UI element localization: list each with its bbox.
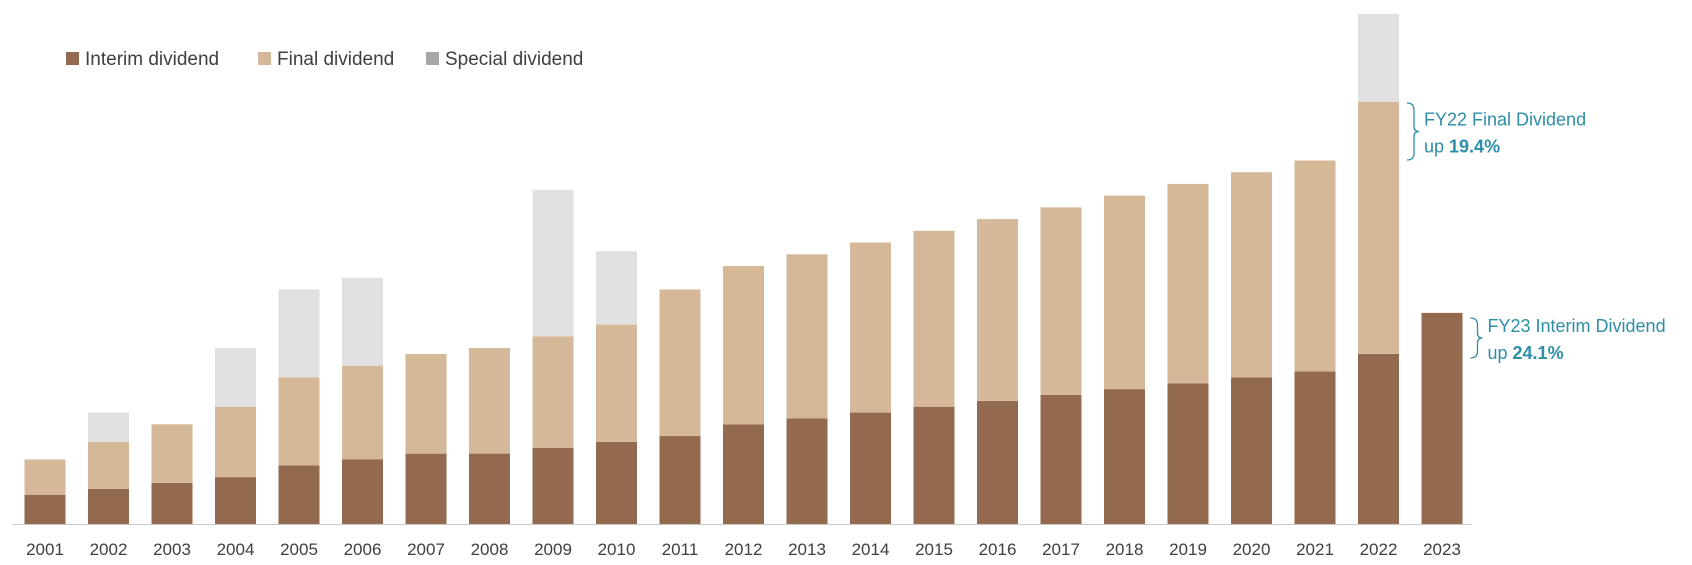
annotation-brace-2023 bbox=[1470, 317, 1483, 359]
bar-final-dividend-2014 bbox=[850, 242, 891, 413]
x-tick-label-2022: 2022 bbox=[1360, 540, 1398, 559]
bar-special-dividend-2022 bbox=[1358, 13, 1399, 102]
bar-final-dividend-2022 bbox=[1358, 101, 1399, 354]
bar-final-dividend-2018 bbox=[1104, 195, 1145, 390]
bar-interim-dividend-2016 bbox=[977, 400, 1018, 524]
x-tick-label-2003: 2003 bbox=[153, 540, 191, 559]
annotation-value-2023: 24.1% bbox=[1513, 343, 1564, 363]
bars bbox=[24, 13, 1463, 524]
bar-interim-dividend-2020 bbox=[1231, 377, 1272, 524]
legend-label-special-dividend: Special dividend bbox=[445, 49, 583, 70]
bar-final-dividend-2019 bbox=[1167, 183, 1209, 384]
bar-final-dividend-2008 bbox=[469, 348, 510, 454]
bar-special-dividend-2005 bbox=[278, 289, 320, 378]
legend-swatch-interim-dividend bbox=[66, 52, 79, 65]
x-tick-label-2006: 2006 bbox=[344, 540, 382, 559]
bar-special-dividend-2004 bbox=[215, 348, 256, 407]
legend: Interim dividend Final dividend Special di… bbox=[66, 49, 583, 70]
bar-interim-dividend-2011 bbox=[659, 436, 701, 524]
x-tick-label-2021: 2021 bbox=[1296, 540, 1334, 559]
bar-interim-dividend-2023 bbox=[1421, 312, 1463, 524]
x-tick-label-2008: 2008 bbox=[471, 540, 509, 559]
bar-interim-dividend-2022 bbox=[1358, 354, 1399, 524]
bar-special-dividend-2010 bbox=[596, 251, 637, 325]
bar-interim-dividend-2006 bbox=[342, 459, 383, 524]
x-tick-label-2005: 2005 bbox=[280, 540, 318, 559]
annotation-brace-2022 bbox=[1406, 102, 1420, 161]
x-tick-label-2014: 2014 bbox=[852, 540, 890, 559]
bar-interim-dividend-2001 bbox=[24, 494, 66, 524]
bar-interim-dividend-2002 bbox=[88, 488, 129, 524]
bar-final-dividend-2002 bbox=[88, 441, 129, 489]
bar-interim-dividend-2014 bbox=[850, 412, 891, 524]
bar-final-dividend-2007 bbox=[405, 354, 447, 454]
bar-interim-dividend-2013 bbox=[786, 418, 828, 524]
x-tick-label-2020: 2020 bbox=[1233, 540, 1271, 559]
bar-interim-dividend-2003 bbox=[151, 483, 193, 524]
x-tick-label-2018: 2018 bbox=[1106, 540, 1144, 559]
x-tick-label-2017: 2017 bbox=[1042, 540, 1080, 559]
bar-interim-dividend-2008 bbox=[469, 453, 510, 524]
bar-final-dividend-2012 bbox=[723, 266, 764, 425]
x-tick-label-2016: 2016 bbox=[979, 540, 1017, 559]
bar-final-dividend-2005 bbox=[278, 377, 320, 466]
legend-label-interim-dividend: Interim dividend bbox=[85, 49, 219, 70]
bar-final-dividend-2006 bbox=[342, 365, 383, 460]
x-tick-label-2009: 2009 bbox=[534, 540, 572, 559]
annotation-change-2023: up 24.1% bbox=[1488, 343, 1564, 363]
bar-special-dividend-2002 bbox=[88, 412, 129, 442]
bar-interim-dividend-2007 bbox=[405, 453, 447, 524]
bar-interim-dividend-2010 bbox=[596, 441, 637, 524]
bar-interim-dividend-2021 bbox=[1294, 371, 1336, 524]
bar-final-dividend-2020 bbox=[1231, 172, 1272, 378]
bar-interim-dividend-2018 bbox=[1104, 389, 1145, 524]
bar-final-dividend-2013 bbox=[786, 254, 828, 419]
bar-special-dividend-2006 bbox=[342, 277, 383, 366]
x-tick-label-2013: 2013 bbox=[788, 540, 826, 559]
x-tick-label-2002: 2002 bbox=[90, 540, 128, 559]
bar-interim-dividend-2009 bbox=[532, 447, 574, 524]
bar-final-dividend-2015 bbox=[913, 230, 955, 407]
bar-final-dividend-2021 bbox=[1294, 160, 1336, 372]
bar-final-dividend-2001 bbox=[24, 459, 66, 495]
x-tick-label-2023: 2023 bbox=[1423, 540, 1461, 559]
legend-swatch-final-dividend bbox=[258, 52, 271, 65]
x-tick-labels: 2001 2002 2003 2004 2005 2006 2007 2008 2009 2010… bbox=[26, 540, 1461, 559]
annotation-title-2023: FY23 Interim Dividend bbox=[1488, 316, 1666, 336]
x-tick-label-2001: 2001 bbox=[26, 540, 64, 559]
bar-interim-dividend-2019 bbox=[1167, 383, 1209, 524]
legend-swatch-special-dividend bbox=[426, 52, 439, 65]
bar-final-dividend-2009 bbox=[532, 336, 574, 448]
x-tick-label-2010: 2010 bbox=[598, 540, 636, 559]
x-tick-label-2004: 2004 bbox=[217, 540, 255, 559]
bar-interim-dividend-2015 bbox=[913, 406, 955, 524]
bar-final-dividend-2011 bbox=[659, 289, 701, 437]
bar-interim-dividend-2012 bbox=[723, 424, 764, 524]
x-tick-label-2011: 2011 bbox=[662, 540, 699, 559]
x-tick-label-2019: 2019 bbox=[1169, 540, 1207, 559]
bar-special-dividend-2009 bbox=[532, 189, 574, 337]
bar-final-dividend-2016 bbox=[977, 219, 1018, 401]
bar-final-dividend-2010 bbox=[596, 324, 637, 442]
annotation-change-2022: up 19.4% bbox=[1424, 137, 1500, 157]
legend-label-final-dividend: Final dividend bbox=[277, 49, 394, 70]
annotation-title-2022: FY22 Final Dividend bbox=[1424, 110, 1586, 130]
x-tick-label-2015: 2015 bbox=[915, 540, 953, 559]
bar-interim-dividend-2017 bbox=[1040, 395, 1082, 524]
bar-interim-dividend-2005 bbox=[278, 465, 320, 524]
x-tick-label-2007: 2007 bbox=[407, 540, 445, 559]
bar-final-dividend-2017 bbox=[1040, 207, 1082, 395]
bar-final-dividend-2003 bbox=[151, 424, 193, 483]
annotations: FY22 Final Dividend up 19.4% FY23 Interim … bbox=[1406, 102, 1666, 363]
bar-interim-dividend-2004 bbox=[215, 477, 256, 524]
bar-final-dividend-2004 bbox=[215, 406, 256, 478]
x-tick-label-2012: 2012 bbox=[725, 540, 763, 559]
annotation-value-2022: 19.4% bbox=[1449, 137, 1500, 157]
